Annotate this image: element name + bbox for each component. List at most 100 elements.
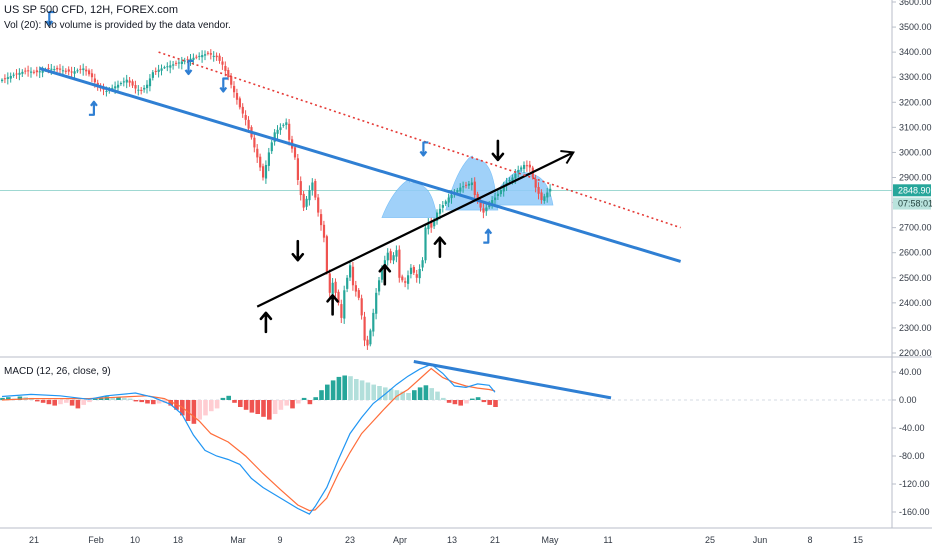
candle-body [386,252,389,261]
macd-histogram-bar [203,400,208,416]
candle-body [270,142,273,152]
candle-body [76,70,79,72]
hook-arrow-down-icon [219,77,229,93]
macd-histogram-bar [400,391,405,400]
macd-histogram-bar [278,400,284,410]
macd-tick-label: 40.00 [899,367,922,377]
candle-body [502,186,505,192]
candle-body [412,267,415,273]
macd-histogram-bar [162,400,168,403]
macd-histogram-bar [261,400,266,417]
candle-body [244,115,247,120]
candle-body [476,193,479,202]
candle-body [543,196,546,201]
arrow-down-icon [291,239,305,262]
candle-body [59,68,62,70]
macd-histogram-bar [64,400,69,403]
macd-histogram-bar [6,397,11,400]
arrow-up-icon [433,236,447,258]
macd-histogram-bar [81,400,86,405]
candle-body [183,60,186,62]
macd-histogram-bar [139,400,144,403]
time-tick-label: 13 [447,535,457,545]
candle-body [525,165,529,167]
candle-body [354,285,357,292]
candle-body [302,193,305,208]
macd-histogram-bar [116,397,121,400]
candle-body [180,61,183,64]
candle-body [467,183,471,186]
candle-body [119,83,123,85]
candle-body [105,91,108,92]
macd-indicator-label[interactable]: MACD (12, 26, close, 9) [4,366,111,377]
candle-body [328,273,331,293]
candle-body [151,72,154,78]
candle-body [380,267,384,280]
candle-body [189,58,192,61]
macd-histogram-bar [272,400,278,414]
candle-body [111,87,114,89]
time-tick-label: 18 [173,535,183,545]
candle-body [447,197,450,203]
candle-body [343,290,346,319]
candle-body [299,181,302,196]
candle-body [549,188,552,192]
candle-body [337,291,340,303]
candle-body [114,86,117,89]
candle-body [517,169,520,173]
candle-body [163,67,166,69]
candle-body [491,200,494,205]
time-tick-label: Feb [88,535,104,545]
candle-body [169,65,172,68]
candle-body [73,71,76,74]
candle-body [496,193,500,197]
macd-histogram-bar [359,380,365,400]
candle-body [462,186,465,188]
left-shoulder [381,179,438,218]
candle-body [41,70,44,73]
arrow-up-icon [378,263,392,286]
candle-body [125,79,128,83]
candle-body [520,167,523,170]
candle-body [238,98,241,108]
macd-histogram-bar [412,390,417,400]
candle-body [146,84,149,89]
candle-body [523,164,526,169]
macd-histogram-bar [232,400,237,403]
support-trendline [256,151,574,308]
resistance-dotted [158,51,681,229]
countdown-label: 07:58:01 [898,199,932,209]
price-tick-label: 3300.00 [899,72,932,82]
candle-body [85,69,88,72]
macd-histogram-bar [429,388,434,400]
macd-histogram-bar [458,400,463,406]
candle-body [499,190,502,195]
candle-body [3,78,7,80]
candle-body [56,67,59,70]
macd-histogram-bar [197,400,202,420]
candle-body [209,53,212,55]
trendlines [39,51,682,308]
macd-histogram-bar [394,390,400,400]
macd-histogram-bar [284,400,289,406]
price-tick-label: 2300.00 [899,323,932,333]
macd-histogram-bar [220,397,226,400]
candle-body [215,55,218,58]
macd-histogram-bar [441,397,446,400]
time-tick-label: Jun [753,535,768,545]
candle-body [27,70,30,72]
candle-body [473,181,476,196]
macd-histogram-bar [423,385,429,400]
candle-body [140,89,143,91]
candle-body [79,68,82,70]
macd-histogram-bar [267,400,272,420]
candle-body [421,260,424,268]
macd-histogram-bar [249,400,255,413]
macd-histogram-bar [145,400,150,404]
price-tick-label: 2600.00 [899,248,932,258]
hook-arrow-down-icon [419,141,429,157]
candle-body [230,76,233,85]
price-tick-label: 3600.00 [899,0,932,7]
candle-body [485,207,488,212]
hook-arrow-up-icon [88,100,98,116]
